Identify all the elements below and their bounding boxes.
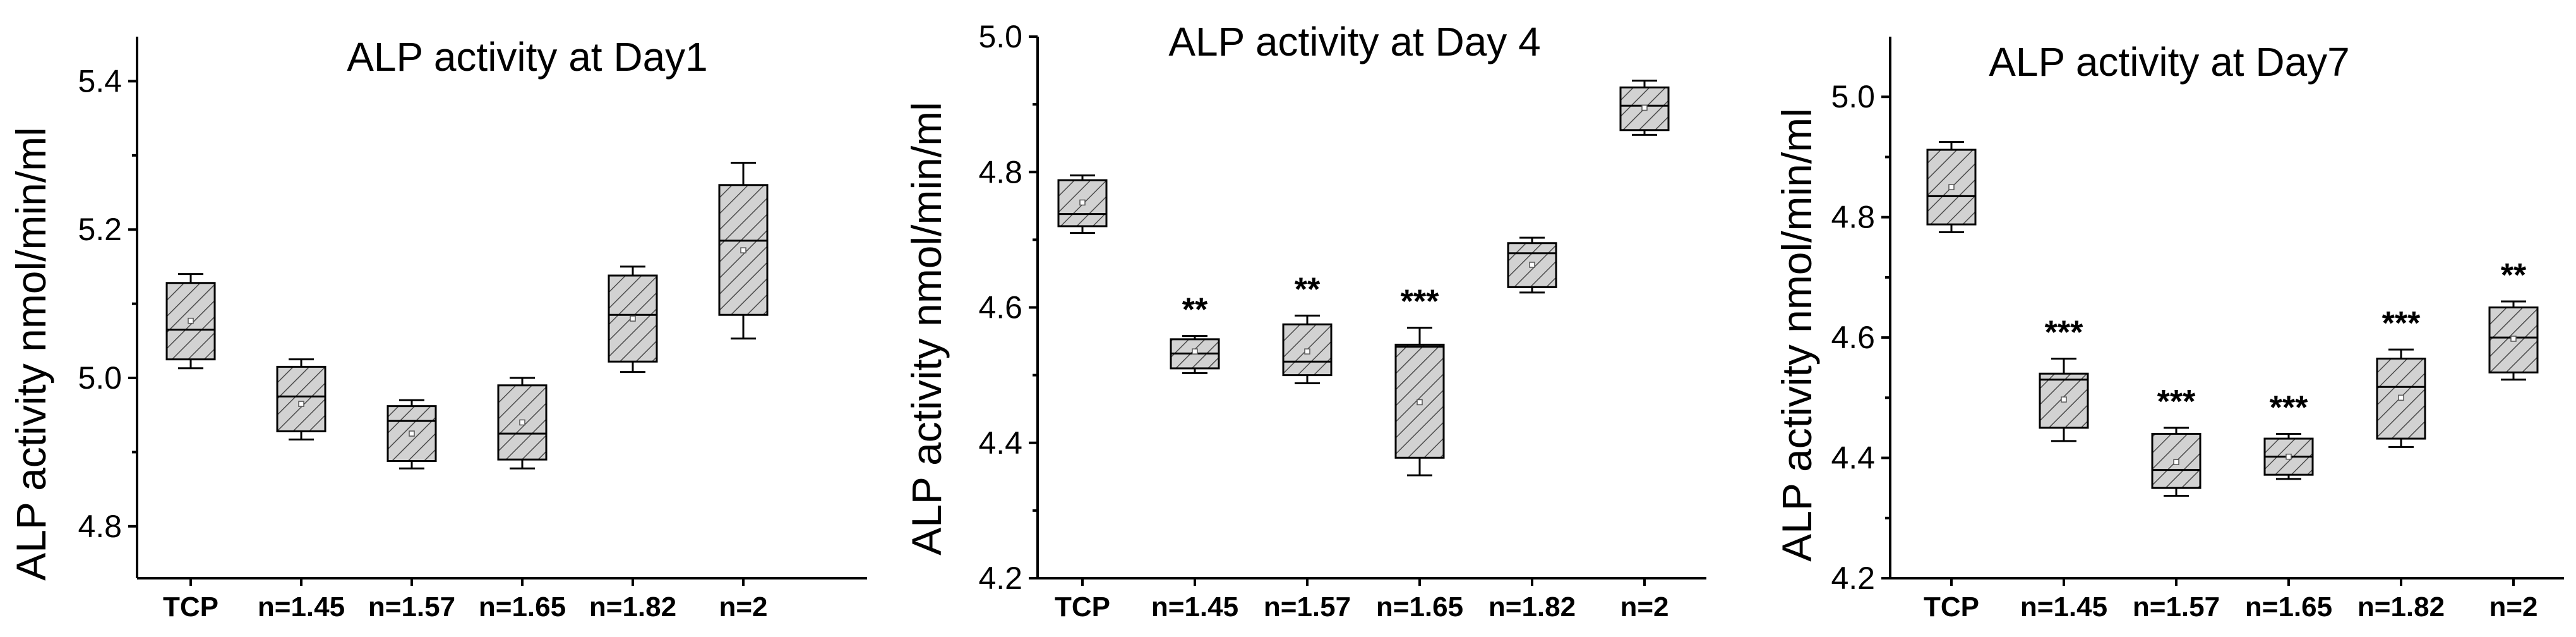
x-tick-label: n=2 <box>1620 592 1668 622</box>
significance-label: *** <box>2382 305 2421 342</box>
y-tick-label: 4.6 <box>1831 320 1875 355</box>
mean-marker <box>1948 184 1955 190</box>
y-tick-label: 4.8 <box>1831 200 1875 235</box>
y-tick-label: 4.2 <box>978 561 1022 596</box>
y-tick-label: 5.4 <box>78 63 122 99</box>
significance-label: *** <box>2045 314 2083 351</box>
mean-marker <box>1641 104 1648 111</box>
x-tick-label: n=1.45 <box>1151 592 1238 622</box>
mean-marker <box>2510 336 2517 342</box>
y-tick-label: 4.4 <box>1831 440 1875 476</box>
x-tick-label: n=1.82 <box>1489 592 1576 622</box>
y-axis-label: ALP activity nmol/min/ml <box>8 127 54 581</box>
box <box>1926 149 1977 226</box>
y-axis-label: ALP activity nmol/min/ml <box>903 102 950 555</box>
box <box>276 365 326 433</box>
panel-day4: ALP activity at Day 4 ALP activity nmol/… <box>903 19 1706 622</box>
x-tick-label: n=1.65 <box>479 592 566 622</box>
mean-marker <box>188 317 194 324</box>
x-tick-label: n=1.57 <box>2133 592 2220 622</box>
x-tick-label: TCP <box>1055 592 1110 622</box>
x-tick-label: n=2 <box>719 592 767 622</box>
mean-marker <box>1529 262 1535 268</box>
mean-marker <box>1417 399 1423 406</box>
mean-marker <box>409 430 415 437</box>
panel-day1: ALP activity at Day1 ALP activity nmol/m… <box>8 34 867 622</box>
significance-label: *** <box>2270 389 2308 426</box>
y-tick-label: 5.2 <box>78 212 122 247</box>
x-tick-label: n=1.45 <box>2020 592 2107 622</box>
box <box>386 405 437 463</box>
box <box>1619 86 1670 131</box>
mean-marker <box>630 315 636 322</box>
x-tick-label: n=2 <box>2489 592 2537 622</box>
mean-marker <box>2285 453 2292 460</box>
x-tick-label: n=1.65 <box>1376 592 1463 622</box>
y-axis-label: ALP activity nmol/min/ml <box>1773 108 1820 562</box>
y-tick-label: 5.0 <box>978 19 1022 54</box>
x-tick-label: n=1.82 <box>2357 592 2445 622</box>
mean-marker <box>519 419 525 426</box>
y-tick-label: 5.0 <box>78 360 122 396</box>
x-tick-label: n=1.82 <box>589 592 676 622</box>
x-tick-label: TCP <box>1924 592 1979 622</box>
significance-label: ** <box>1182 291 1208 328</box>
y-tick-label: 4.6 <box>978 290 1022 325</box>
x-tick-label: n=1.57 <box>368 592 455 622</box>
significance-label: ** <box>1295 271 1321 308</box>
y-tick-label: 5.0 <box>1831 79 1875 114</box>
mean-marker <box>2173 459 2179 465</box>
chart-title: ALP activity at Day 4 <box>1168 19 1540 64</box>
y-tick-label: 4.4 <box>978 425 1022 461</box>
significance-label: *** <box>2157 384 2196 420</box>
chart-title: ALP activity at Day7 <box>1989 39 2350 85</box>
x-tick-label: n=1.45 <box>258 592 345 622</box>
mean-marker <box>1079 199 1086 206</box>
x-tick-label: TCP <box>163 592 219 622</box>
mean-marker <box>2061 396 2067 403</box>
significance-label: ** <box>2501 257 2527 294</box>
y-tick-label: 4.2 <box>1831 561 1875 596</box>
x-tick-label: n=1.65 <box>2245 592 2332 622</box>
mean-marker <box>2398 394 2404 401</box>
panel-day7: ALP activity at Day7 ALP activity nmol/m… <box>1773 37 2564 622</box>
mean-marker <box>298 401 304 407</box>
y-tick-label: 4.8 <box>78 509 122 544</box>
mean-marker <box>740 247 746 253</box>
mean-marker <box>1304 348 1310 355</box>
y-tick-label: 4.8 <box>978 154 1022 190</box>
significance-label: *** <box>1401 284 1439 320</box>
chart-title: ALP activity at Day1 <box>347 34 708 80</box>
x-tick-label: n=1.57 <box>1264 592 1351 622</box>
mean-marker <box>1192 348 1198 355</box>
